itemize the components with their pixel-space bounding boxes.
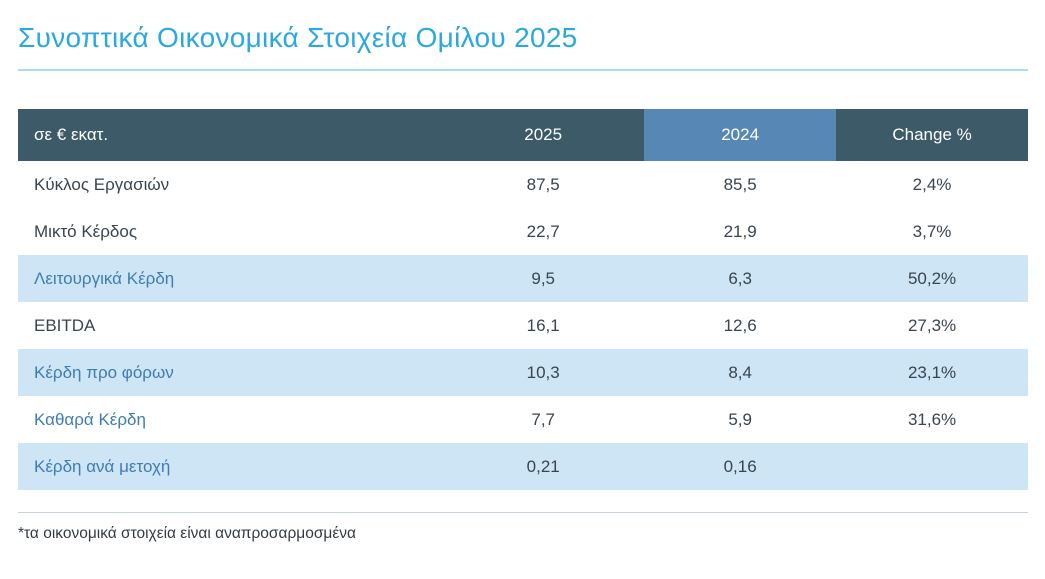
value-2025: 7,7 — [531, 409, 555, 429]
page: Συνοπτικά Οικονομικά Στοιχεία Ομίλου 202… — [18, 22, 1028, 543]
value-2024: 6,3 — [728, 268, 752, 288]
value-2024: 12,6 — [723, 315, 757, 335]
table-row: Καθαρά Κέρδη 7,7 5,9 31,6% — [18, 396, 1028, 443]
value-2024: 8,4 — [728, 362, 752, 382]
value-2025: 87,5 — [526, 174, 560, 194]
page-title: Συνοπτικά Οικονομικά Στοιχεία Ομίλου 202… — [18, 22, 1028, 71]
value-change: 2,4% — [912, 174, 952, 194]
value-change: 50,2% — [907, 268, 957, 288]
column-header-change: Change % — [836, 109, 1028, 161]
value-change — [836, 443, 1028, 490]
table-row: EBITDA 16,1 12,6 27,3% — [18, 302, 1028, 349]
table-header-row: σε € εκατ. 2025 2024 Change % — [18, 109, 1028, 161]
row-label: Κέρδη προ φόρων — [34, 362, 174, 382]
value-2024: 0,16 — [723, 456, 757, 476]
value-2024: 21,9 — [723, 221, 757, 241]
row-label: Μικτό Κέρδος — [34, 221, 138, 241]
table-header: σε € εκατ. 2025 2024 Change % — [18, 109, 1028, 161]
value-2024: 85,5 — [723, 174, 757, 194]
value-change: 31,6% — [907, 409, 957, 429]
row-label: Κύκλος Εργασιών — [34, 174, 170, 194]
table-row: Λειτουργικά Κέρδη 9,5 6,3 50,2% — [18, 255, 1028, 302]
value-2025: 0,21 — [526, 456, 560, 476]
table-row: Κέρδη ανά μετοχή 0,21 0,16 — [18, 443, 1028, 490]
row-label: Λειτουργικά Κέρδη — [34, 268, 175, 288]
column-header-2024: 2024 — [644, 109, 837, 161]
value-2024: 5,9 — [728, 409, 752, 429]
value-change: 23,1% — [907, 362, 957, 382]
financial-summary-table: σε € εκατ. 2025 2024 Change % Κύκλος Εργ… — [18, 109, 1028, 490]
table-row: Μικτό Κέρδος 22,7 21,9 3,7% — [18, 208, 1028, 255]
value-2025: 22,7 — [526, 221, 560, 241]
column-header-2025: 2025 — [442, 109, 645, 161]
row-label: Καθαρά Κέρδη — [34, 409, 146, 429]
value-change: 3,7% — [912, 221, 952, 241]
value-2025: 9,5 — [531, 268, 555, 288]
column-header-unit: σε € εκατ. — [18, 109, 443, 161]
row-label: Κέρδη ανά μετοχή — [34, 456, 171, 476]
table-body: Κύκλος Εργασιών 87,5 85,5 2,4% Μικτό Κέρδος 2… — [18, 161, 1028, 490]
row-label: EBITDA — [34, 315, 96, 335]
value-change: 27,3% — [907, 315, 957, 335]
footnote-section: *τα οικονομικά στοιχεία είναι αναπροσαρμ… — [18, 512, 1028, 543]
value-2025: 16,1 — [526, 315, 560, 335]
footnote-text: *τα οικονομικά στοιχεία είναι αναπροσαρμ… — [18, 525, 356, 542]
value-2025: 10,3 — [526, 362, 560, 382]
table-row: Κέρδη προ φόρων 10,3 8,4 23,1% — [18, 349, 1028, 396]
table-row: Κύκλος Εργασιών 87,5 85,5 2,4% — [18, 161, 1028, 208]
